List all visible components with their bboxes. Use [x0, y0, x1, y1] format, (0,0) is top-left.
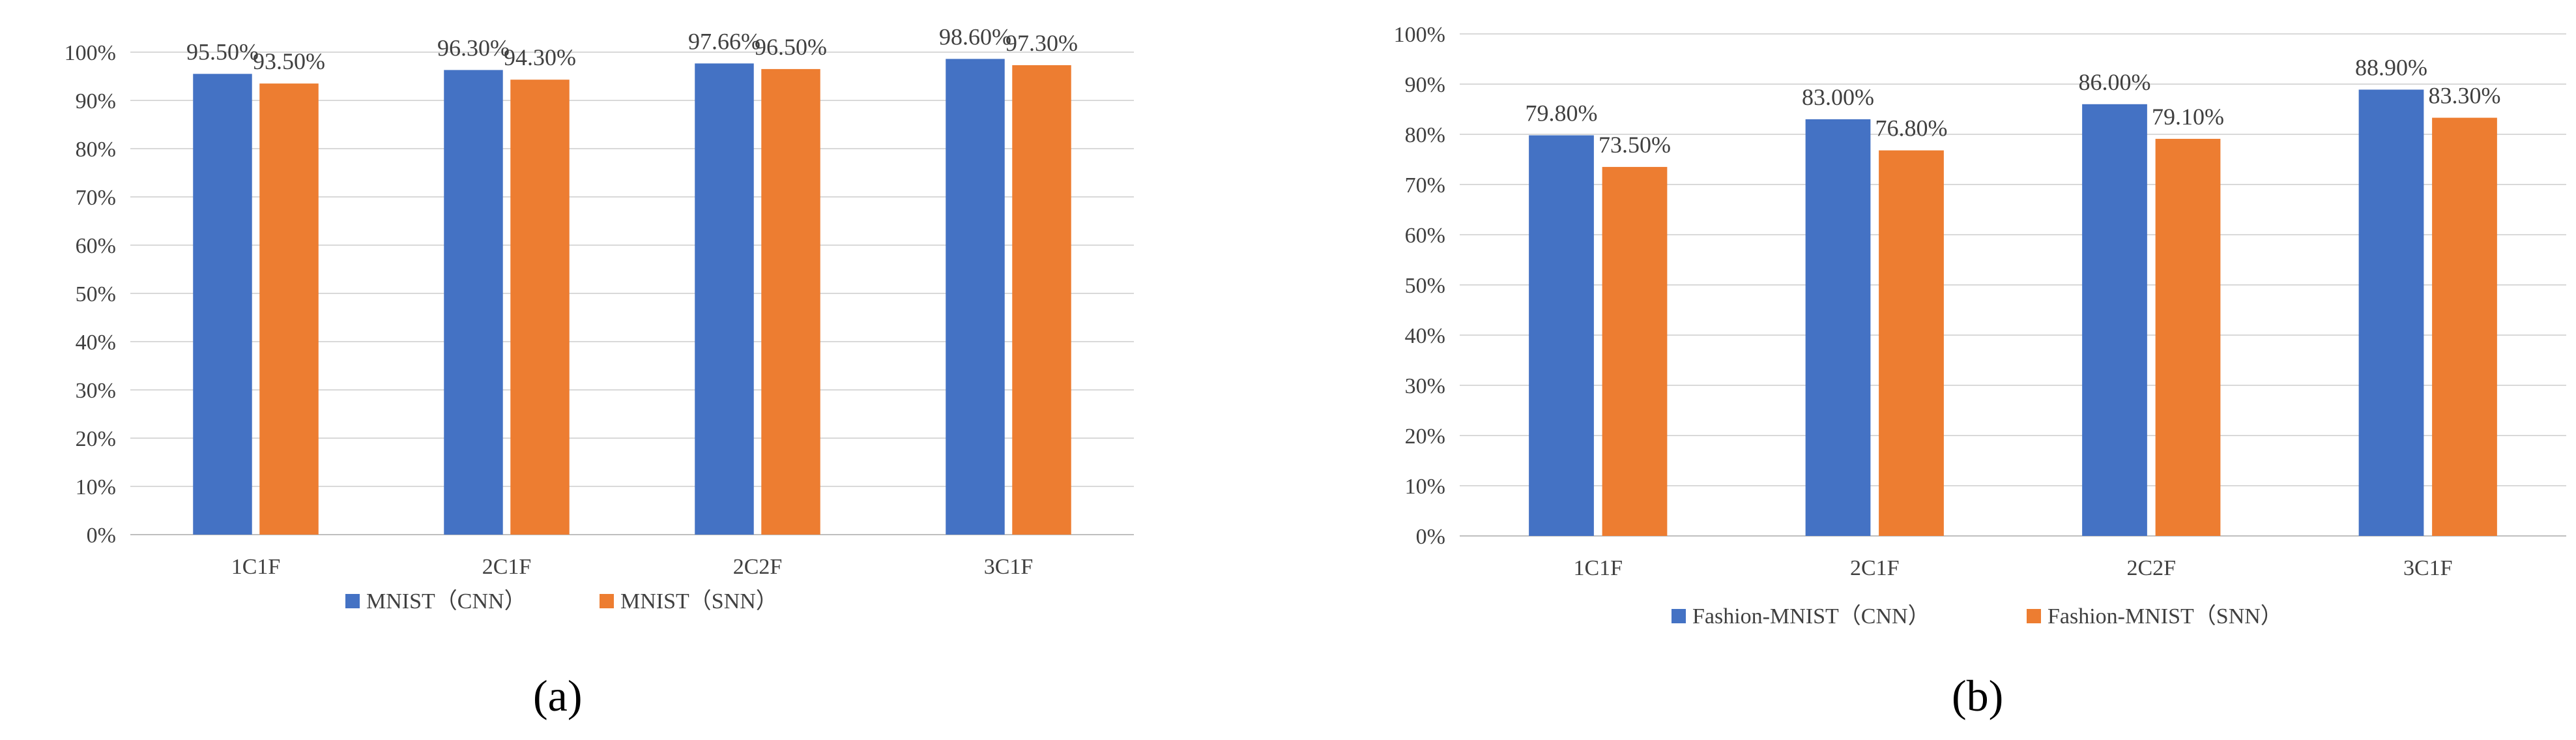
y-tick-label: 10% [76, 475, 116, 499]
bar-snn-2c1f [1879, 150, 1944, 536]
legend-swatch [600, 594, 614, 608]
data-label: 93.50% [253, 48, 325, 74]
y-tick-label: 80% [1405, 123, 1445, 147]
bar-snn-2c1f [510, 80, 570, 535]
data-label: 94.30% [504, 44, 576, 70]
y-tick-label: 60% [76, 234, 116, 258]
bar-snn-1c1f [1602, 167, 1668, 536]
y-tick-label: 100% [1394, 23, 1445, 47]
y-tick-label: 90% [76, 89, 116, 113]
legend-swatch [345, 594, 360, 608]
y-tick-label: 100% [65, 41, 116, 65]
x-tick-label: 1C1F [231, 555, 281, 579]
data-label: 96.30% [437, 35, 510, 61]
y-tick-label: 30% [76, 379, 116, 403]
data-label: 98.60% [939, 23, 1011, 50]
y-tick-label: 10% [1405, 475, 1445, 499]
chart-panel-a: 0%10%20%30%40%50%60%70%80%90%100% 95.50%9… [65, 23, 1134, 614]
data-label: 97.66% [688, 28, 760, 54]
bar-cnn-2c2f [695, 63, 754, 535]
y-tick-label: 40% [76, 331, 116, 355]
legend-entry: MNIST（CNN） [366, 589, 527, 614]
y-tick-label: 60% [1405, 224, 1445, 248]
legend-swatch [2027, 609, 2041, 623]
y-tick-label: 30% [1405, 374, 1445, 398]
chart-panel-b: 0%10%20%30%40%50%60%70%80%90%100%79.80%7… [1394, 23, 2566, 629]
y-tick-label: 90% [1405, 73, 1445, 97]
y-tick-label: 70% [1405, 173, 1445, 198]
y-tick-label: 40% [1405, 324, 1445, 348]
bar-cnn-1c1f [1529, 135, 1594, 537]
y-tick-label: 20% [1405, 424, 1445, 449]
legend-swatch [1672, 609, 1686, 623]
data-label: 95.50% [186, 38, 259, 65]
data-label: 73.50% [1599, 132, 1671, 158]
legend-entry: Fashion-MNIST（CNN） [1692, 604, 1930, 629]
data-label: 76.80% [1875, 115, 1947, 141]
bar-snn-1c1f [259, 83, 319, 535]
bar-snn-3c1f [1012, 65, 1071, 535]
x-tick-label: 2C1F [1850, 556, 1900, 580]
bar-snn-3c1f [2432, 117, 2497, 537]
y-tick-label: 0% [1416, 525, 1445, 549]
data-label: 97.30% [1006, 30, 1078, 56]
legend-entry: MNIST（SNN） [620, 589, 778, 614]
bar-cnn-2c1f [1805, 119, 1871, 536]
panel-label-b: (b) [1952, 671, 2004, 720]
x-tick-label: 1C1F [1573, 556, 1623, 580]
bar-snn-2c2f [761, 68, 820, 535]
data-label: 86.00% [2079, 69, 2151, 95]
x-tick-label: 3C1F [2403, 556, 2453, 580]
data-label: 88.90% [2355, 54, 2427, 80]
x-tick-label: 2C2F [2126, 556, 2176, 580]
data-label: 79.10% [2152, 104, 2224, 130]
bar-cnn-2c1f [444, 70, 503, 535]
y-tick-label: 50% [1405, 274, 1445, 298]
x-tick-label: 2C2F [733, 555, 783, 579]
data-label: 83.30% [2428, 83, 2500, 109]
x-tick-label: 2C1F [482, 555, 532, 579]
bar-cnn-3c1f [946, 59, 1005, 535]
bar-snn-2c2f [2155, 138, 2221, 536]
x-tick-label: 3C1F [984, 555, 1034, 579]
data-label: 79.80% [1526, 100, 1598, 126]
data-label: 83.00% [1802, 84, 1874, 110]
y-tick-label: 80% [76, 138, 116, 162]
bar-cnn-1c1f [193, 74, 252, 535]
data-label: 96.50% [755, 34, 827, 60]
panel-label-a: (a) [533, 671, 583, 720]
y-tick-label: 50% [76, 282, 116, 306]
y-tick-label: 70% [76, 186, 116, 210]
y-tick-label: 20% [76, 427, 116, 451]
legend-entry: Fashion-MNIST（SNN） [2048, 604, 2283, 629]
y-tick-label: 0% [87, 524, 116, 548]
bar-cnn-3c1f [2358, 89, 2424, 537]
bar-cnn-2c2f [2082, 104, 2147, 537]
